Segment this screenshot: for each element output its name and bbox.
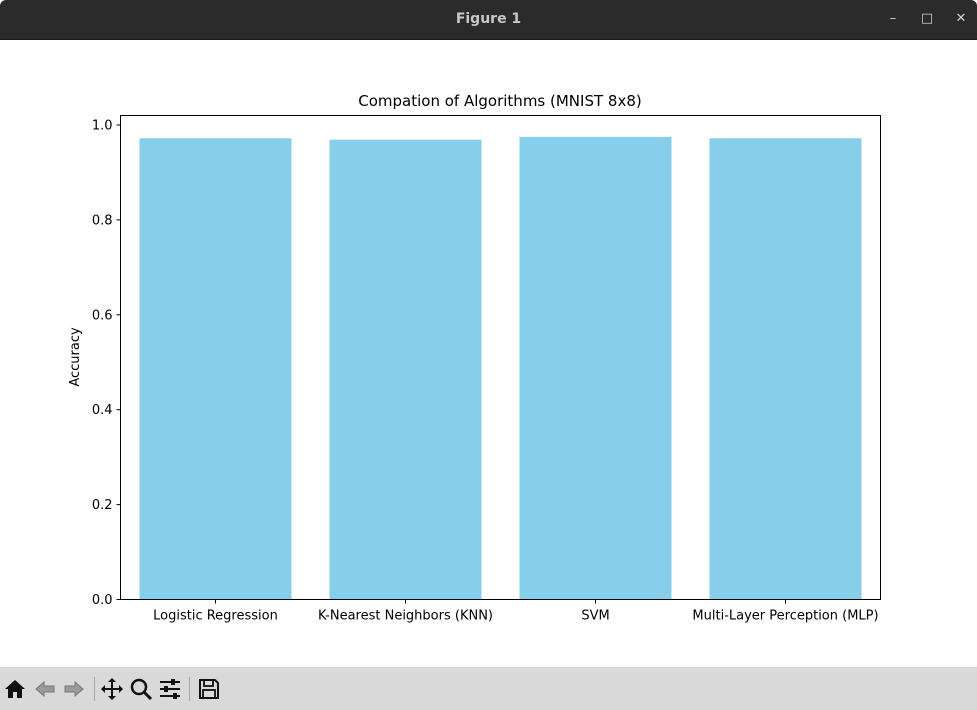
maximize-icon[interactable]: □ [920, 11, 934, 26]
home-icon[interactable] [1, 676, 29, 702]
bar-0 [139, 138, 292, 600]
window-titlebar: Figure 1 – □ ✕ [0, 0, 977, 40]
minimize-icon[interactable]: – [889, 11, 897, 26]
bar-3 [709, 138, 862, 600]
configure-subplots-icon[interactable] [156, 676, 184, 702]
x-tick-label: Logistic Regression [153, 609, 278, 624]
y-axis-label: Accuracy [68, 327, 83, 387]
y-tick-label: 0.6 [92, 308, 113, 323]
pan-icon[interactable] [98, 676, 126, 702]
close-icon[interactable]: ✕ [955, 11, 967, 26]
axes-frame [120, 115, 881, 600]
x-tick-label: SVM [581, 609, 609, 624]
zoom-icon[interactable] [127, 676, 155, 702]
y-tick-label: 0.2 [92, 498, 113, 513]
y-tick-label: 0.8 [92, 213, 113, 228]
chart-title: Compation of Algorithms (MNIST 8x8) [358, 92, 641, 110]
window-title: Figure 1 [455, 11, 522, 27]
bar-1 [329, 139, 482, 600]
bar-chart: Compation of Algorithms (MNIST 8x8) Accu… [68, 92, 881, 624]
figure-canvas: Compation of Algorithms (MNIST 8x8) Accu… [0, 40, 977, 667]
bar-2 [519, 136, 672, 600]
navigation-toolbar [0, 667, 977, 710]
forward-icon[interactable] [60, 676, 88, 702]
y-tick-label: 0.4 [92, 403, 113, 418]
save-icon[interactable] [195, 676, 223, 702]
y-tick-label: 1.0 [92, 118, 113, 133]
x-tick-label: Multi-Layer Perception (MLP) [692, 609, 878, 624]
back-icon[interactable] [31, 676, 59, 702]
x-tick-label: K-Nearest Neighbors (KNN) [318, 609, 493, 624]
y-tick-label: 0.0 [92, 593, 113, 608]
